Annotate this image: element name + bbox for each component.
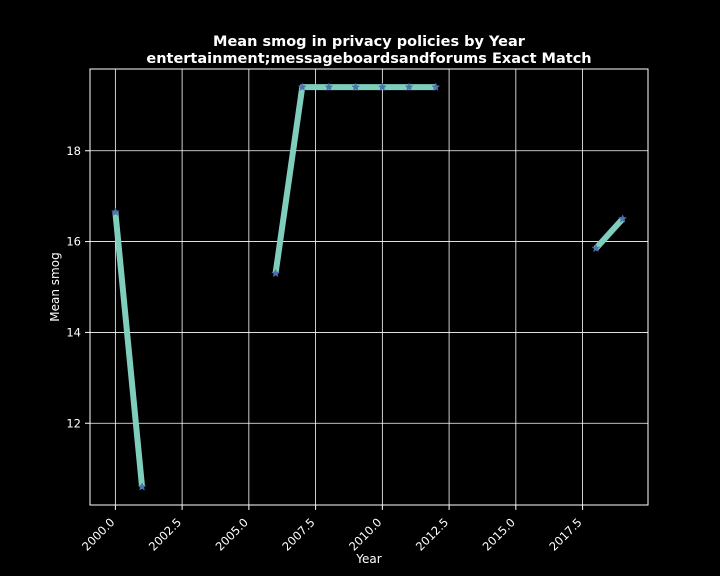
data-point-marker [110, 207, 120, 216]
data-point-marker [271, 268, 280, 278]
plot-area-frame [89, 68, 649, 506]
y-tick-label: 18 [66, 144, 81, 158]
data-point-marker [351, 82, 361, 91]
y-tick-label: 16 [66, 235, 81, 249]
data-point-marker [324, 82, 334, 91]
series-layer [110, 82, 628, 491]
series-line [112, 211, 146, 488]
chart-subtitle: entertainment;messageboardsandforums Exa… [146, 51, 591, 67]
y-tick-label: 12 [66, 416, 81, 430]
data-point-marker [137, 482, 147, 491]
data-point-marker [404, 82, 414, 91]
data-point-marker [591, 243, 601, 253]
data-point-marker [297, 82, 307, 91]
series-line [593, 216, 625, 251]
grid [90, 69, 648, 505]
chart-title: Mean smog in privacy policies by Year [213, 34, 526, 50]
data-point-marker [618, 214, 628, 223]
x-axis-label: Year [355, 552, 381, 566]
data-point-marker [377, 82, 387, 91]
y-tick-label: 14 [66, 325, 81, 339]
y-axis-label: Mean smog [48, 252, 62, 321]
data-point-marker [431, 82, 441, 91]
